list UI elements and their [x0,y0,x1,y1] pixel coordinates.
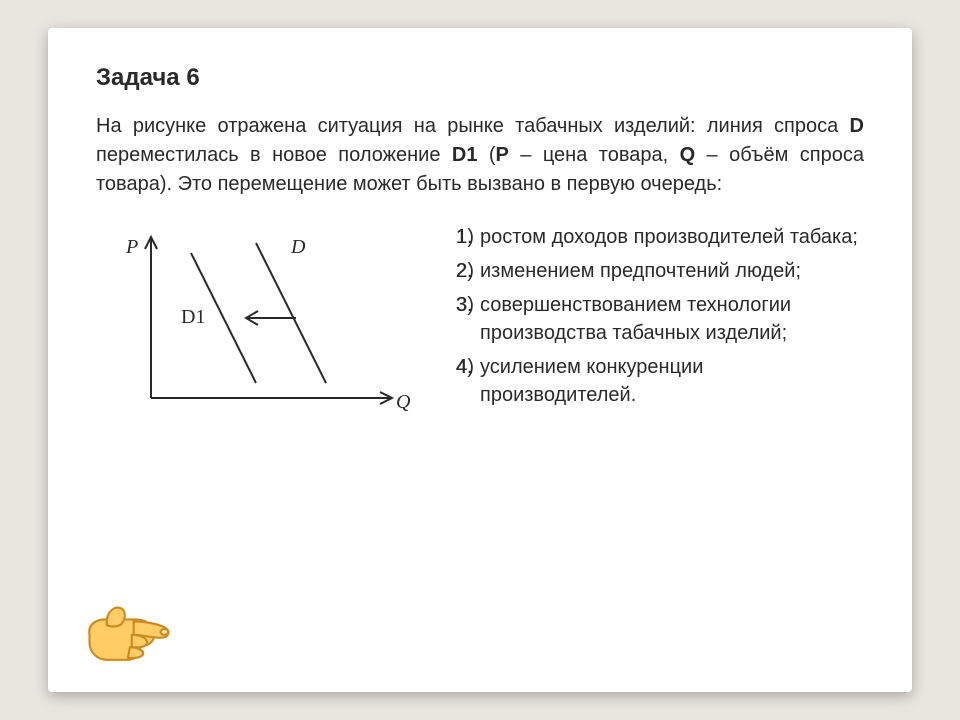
answers-column: ростом доходов производителей табака; из… [444,223,864,415]
line-label-d: D [290,236,306,258]
answer-option-4: усилением конкуренции производителей. [478,353,864,409]
line-label-d1: D1 [181,306,205,328]
task-title: Задача 6 [96,64,864,92]
x-axis-label: Q [396,391,411,413]
answer-text-2: изменением предпочтений людей; [480,260,801,282]
intro-text-1: На рисунке отражена ситуация на рынке та… [96,115,850,137]
chart-column: P Q D1 D [96,223,416,443]
intro-bold-D1: D1 [452,144,478,166]
slide-card: Задача 6 На рисунке отражена ситуация на… [48,28,912,692]
intro-bold-D: D [850,115,864,137]
answer-text-1: ростом доходов производителей табака; [480,226,858,248]
hand-thumb [107,608,125,627]
shift-arrow [246,311,296,325]
task-description: На рисунке отражена ситуация на рынке та… [96,112,864,199]
intro-text-2: переместилась в новое положение [96,144,452,166]
answer-option-3: совершенствованием технологии производст… [478,291,864,347]
answer-text-4: усилением конкуренции производителей. [480,356,703,406]
y-axis-label: P [125,236,138,258]
demand-chart: P Q D1 D [96,223,416,443]
answer-option-1: ростом доходов производителей табака; [478,223,864,251]
intro-bold-P: P [496,144,509,166]
intro-text-4: – цена товара, [509,144,680,166]
hand-finger-3 [128,647,143,658]
answer-text-3: совершенствованием технологии производст… [480,294,791,344]
content-row: P Q D1 D ростом доходов производителей т… [96,223,864,443]
pointing-hand-icon [78,592,174,670]
answer-option-2: изменением предпочтений людей; [478,257,864,285]
intro-bold-Q: Q [680,144,696,166]
hand-nail [161,629,169,635]
demand-line-d [256,243,326,383]
answers-list: ростом доходов производителей табака; из… [444,223,864,409]
intro-text-3: ( [477,144,495,166]
